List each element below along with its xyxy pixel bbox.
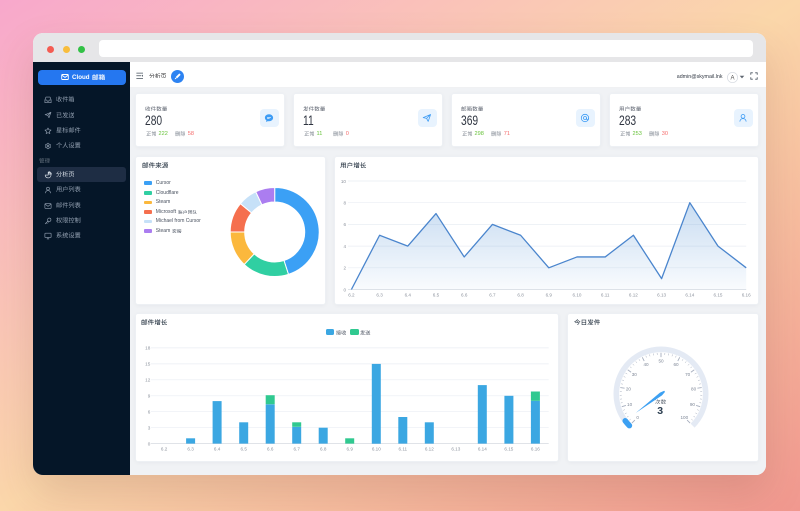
svg-text:2: 2 bbox=[343, 266, 346, 271]
svg-text:70: 70 bbox=[685, 372, 691, 377]
svg-text:30: 30 bbox=[632, 372, 638, 377]
svg-text:6.4: 6.4 bbox=[405, 293, 412, 298]
svg-text:6.7: 6.7 bbox=[294, 446, 301, 451]
svg-text:8: 8 bbox=[343, 201, 346, 206]
svg-text:6: 6 bbox=[148, 410, 151, 415]
svg-text:100: 100 bbox=[680, 415, 688, 420]
svg-text:6.3: 6.3 bbox=[187, 446, 194, 451]
svg-text:0: 0 bbox=[343, 287, 346, 292]
svg-text:60: 60 bbox=[673, 362, 679, 367]
svg-text:6.10: 6.10 bbox=[573, 293, 582, 298]
svg-text:6.16: 6.16 bbox=[742, 293, 751, 298]
svg-text:6.7: 6.7 bbox=[489, 293, 496, 298]
svg-text:6.11: 6.11 bbox=[398, 446, 407, 451]
svg-text:6.9: 6.9 bbox=[546, 293, 553, 298]
svg-text:10: 10 bbox=[341, 179, 347, 184]
svg-text:6.5: 6.5 bbox=[433, 293, 440, 298]
svg-text:6.2: 6.2 bbox=[161, 446, 168, 451]
svg-text:90: 90 bbox=[690, 402, 696, 407]
svg-text:12: 12 bbox=[145, 378, 151, 383]
svg-text:0: 0 bbox=[636, 415, 639, 420]
svg-text:6.6: 6.6 bbox=[461, 293, 468, 298]
svg-text:6.8: 6.8 bbox=[320, 446, 327, 451]
svg-text:18: 18 bbox=[145, 346, 151, 351]
svg-text:80: 80 bbox=[691, 386, 697, 391]
svg-text:15: 15 bbox=[145, 362, 151, 367]
svg-text:6.10: 6.10 bbox=[372, 446, 381, 451]
svg-text:4: 4 bbox=[343, 244, 346, 249]
svg-text:50: 50 bbox=[658, 359, 664, 364]
svg-text:0: 0 bbox=[148, 441, 151, 446]
svg-text:6.16: 6.16 bbox=[531, 446, 540, 451]
svg-text:6.4: 6.4 bbox=[214, 446, 221, 451]
svg-text:40: 40 bbox=[643, 362, 649, 367]
svg-text:A: A bbox=[730, 76, 734, 82]
svg-text:6: 6 bbox=[343, 222, 346, 227]
svg-text:6.5: 6.5 bbox=[241, 446, 248, 451]
svg-text:9: 9 bbox=[148, 394, 151, 399]
svg-text:6.14: 6.14 bbox=[478, 446, 487, 451]
svg-text:6.15: 6.15 bbox=[714, 293, 723, 298]
svg-text:6.6: 6.6 bbox=[267, 446, 274, 451]
svg-text:20: 20 bbox=[626, 386, 632, 391]
svg-text:6.9: 6.9 bbox=[347, 446, 354, 451]
svg-text:6.12: 6.12 bbox=[425, 446, 434, 451]
svg-text:6.3: 6.3 bbox=[376, 293, 383, 298]
svg-text:10: 10 bbox=[627, 402, 633, 407]
svg-text:6.13: 6.13 bbox=[451, 446, 460, 451]
svg-text:6.15: 6.15 bbox=[504, 446, 513, 451]
svg-text:6.11: 6.11 bbox=[601, 293, 610, 298]
svg-text:3: 3 bbox=[148, 426, 151, 431]
svg-text:6.8: 6.8 bbox=[517, 293, 524, 298]
svg-text:6.12: 6.12 bbox=[629, 293, 638, 298]
svg-text:6.14: 6.14 bbox=[685, 293, 694, 298]
svg-text:6.2: 6.2 bbox=[348, 293, 355, 298]
svg-text:6.13: 6.13 bbox=[657, 293, 666, 298]
